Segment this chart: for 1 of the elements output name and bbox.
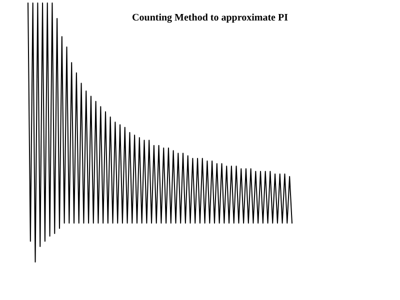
- text: Counting Method to approximate PI: [132, 12, 288, 24]
